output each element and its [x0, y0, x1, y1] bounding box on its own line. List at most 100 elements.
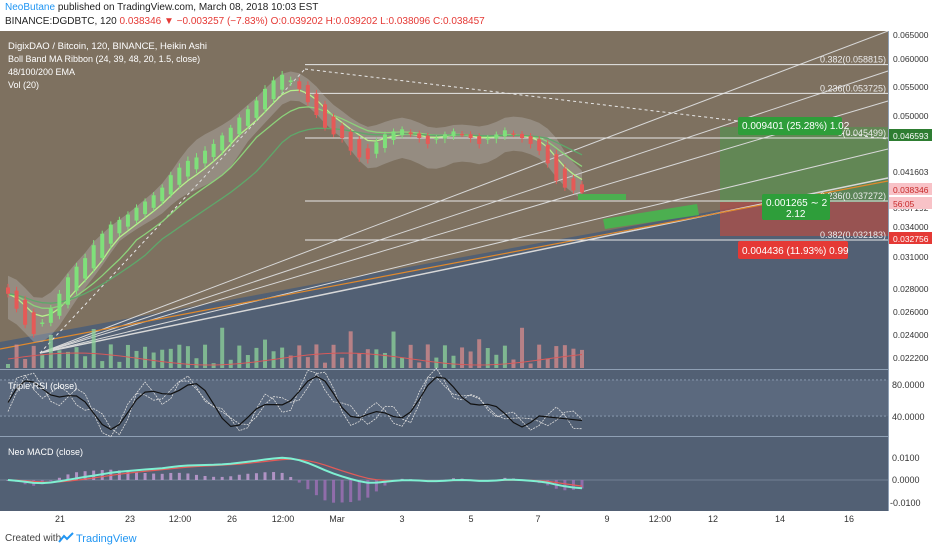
- macd-histogram-bar: [169, 472, 173, 480]
- time-tick: 12:00: [272, 514, 295, 524]
- volume-bar: [31, 345, 36, 368]
- candle: [160, 184, 165, 205]
- candle: [57, 289, 62, 320]
- candle: [468, 131, 473, 143]
- macd-histogram-bar: [297, 480, 301, 483]
- macd-histogram-bar: [314, 480, 318, 496]
- volume-bars: [6, 327, 584, 368]
- time-tick: 5: [468, 514, 473, 524]
- tradingview-brand[interactable]: TradingView: [76, 533, 137, 545]
- candle: [417, 130, 422, 143]
- volume-bar: [425, 344, 430, 368]
- candle: [425, 132, 430, 149]
- price-tick: 0.060000: [893, 54, 929, 64]
- tradingview-logo-icon: [58, 532, 74, 543]
- candle: [297, 77, 302, 93]
- volume-bar: [537, 344, 542, 368]
- bollinger-band: [8, 71, 582, 342]
- macd-histogram-bar: [306, 480, 310, 490]
- time-tick: 7: [535, 514, 540, 524]
- published-text: published on TradingView.com, March 08, …: [55, 2, 319, 13]
- volume-bar: [6, 364, 10, 368]
- volume-bar: [314, 344, 319, 368]
- candle: [391, 128, 396, 145]
- chart-canvas[interactable]: 0.382(0.058815) 0.236(0.053725) 0(0.045499…: [0, 31, 932, 527]
- macd-histogram-bar: [374, 480, 378, 492]
- volume-bar: [288, 355, 293, 368]
- macd-histogram-bar: [263, 472, 267, 480]
- price-axis[interactable]: 0.065000 0.060000 0.055000 0.050000 0.041603…: [889, 31, 932, 363]
- fib-level-label: 0.382(0.032183): [820, 230, 886, 240]
- volume-bar: [211, 363, 216, 368]
- price-tick: 0.050000: [893, 111, 929, 121]
- candle: [185, 156, 190, 180]
- volume-bar: [117, 361, 122, 368]
- candle: [14, 286, 19, 313]
- volume-bar: [220, 327, 225, 368]
- candle: [374, 137, 379, 159]
- candle: [100, 230, 105, 262]
- time-axis[interactable]: 21 23 12:00 26 12:00 Mar 3 5 7 9 12:00 12 14 16: [55, 514, 854, 524]
- snapshot-footer: Created with TradingView: [0, 527, 932, 550]
- time-tick: 26: [227, 514, 237, 524]
- target-zone[interactable]: [720, 127, 888, 202]
- candle: [245, 105, 250, 129]
- volume-bar: [322, 362, 327, 368]
- volume-bar: [545, 358, 550, 368]
- candle: [520, 131, 525, 143]
- volume-bar: [143, 346, 148, 368]
- candle: [382, 131, 387, 153]
- price-tick: 0.034000: [893, 222, 929, 232]
- macd-histogram-bar: [357, 480, 361, 501]
- main-pane-shaded-area: [0, 31, 888, 342]
- fan-line: [39, 100, 889, 354]
- price-tick: 0.026000: [893, 307, 929, 317]
- projection-zone[interactable]: [603, 204, 699, 229]
- stop-label[interactable]: 0.004436 (11.93%) 0.99: [738, 241, 849, 259]
- volume-bar: [245, 355, 250, 368]
- time-axis-bg: [0, 511, 888, 527]
- time-tick: Mar: [329, 514, 345, 524]
- candle: [477, 133, 482, 149]
- candle: [125, 211, 130, 230]
- macd-histogram-bar: [220, 476, 224, 480]
- fib-level-label: 0(0.045499): [837, 128, 886, 138]
- macd-histogram-bar: [289, 476, 293, 480]
- risk-reward-ratio: 2.12: [786, 209, 806, 220]
- macd-tick-zero: 0.0000: [892, 475, 920, 485]
- candle: [571, 174, 576, 194]
- candle: [263, 85, 268, 113]
- legend-title: DigixDAO / Bitcoin, 120, BINANCE, Heikin…: [8, 41, 207, 52]
- macd-histogram-bar: [186, 473, 190, 480]
- candle: [408, 129, 413, 138]
- price-tick: 0.028000: [893, 284, 929, 294]
- risk-reward-label[interactable]: 0.001265 ∼ 2 2.12: [762, 194, 830, 220]
- orange-trendline[interactable]: [0, 180, 889, 350]
- volume-bar: [263, 339, 268, 368]
- candle: [108, 221, 113, 249]
- volume-bar: [408, 344, 413, 368]
- target-label[interactable]: 0.009401 (25.28%) 1.02: [738, 117, 850, 135]
- author-link[interactable]: NeoButane: [5, 2, 56, 13]
- macd-histogram-bar: [135, 472, 139, 480]
- price-badge-text: 0.038346: [893, 185, 929, 195]
- rsi-tick-80: 80.0000: [892, 380, 925, 390]
- price-tick: 0.024000: [893, 330, 929, 340]
- candle: [23, 295, 28, 329]
- macd-histogram-bar: [143, 472, 147, 480]
- candle: [305, 81, 310, 106]
- macd-histogram-bar: [272, 472, 276, 480]
- macd-histogram-bar: [580, 480, 584, 489]
- macd-histogram-bar: [229, 476, 233, 480]
- time-tick: 16: [844, 514, 854, 524]
- volume-bar: [14, 344, 19, 368]
- candle: [322, 100, 327, 131]
- candle: [134, 204, 139, 224]
- candle: [65, 273, 70, 309]
- volume-bar: [125, 344, 130, 368]
- time-tick: 14: [775, 514, 785, 524]
- projection-bar[interactable]: [578, 194, 626, 200]
- price-axis-bg: [888, 31, 932, 527]
- candle: [451, 128, 456, 140]
- rsi-slow-line: [7, 371, 583, 438]
